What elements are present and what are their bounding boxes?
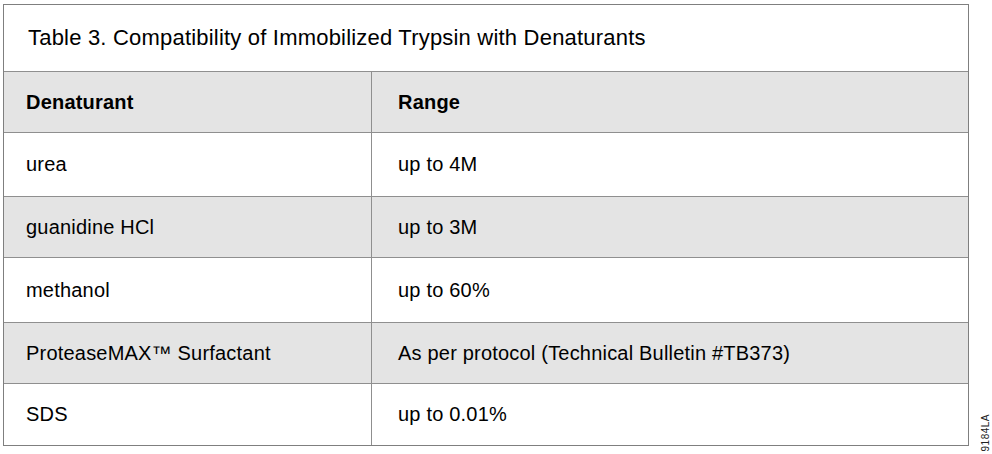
column-header-denaturant: Denaturant xyxy=(4,72,372,132)
cell-range: up to 0.01% xyxy=(372,384,968,445)
figure-code-label: 9184LA xyxy=(980,414,991,451)
table-row: ProteaseMAX™ Surfactant As per protocol … xyxy=(4,322,968,383)
cell-range: up to 4M xyxy=(372,133,968,196)
cell-range: As per protocol (Technical Bulletin #TB3… xyxy=(372,323,968,383)
table-row: urea up to 4M xyxy=(4,132,968,196)
cell-denaturant: methanol xyxy=(4,258,372,322)
compatibility-table: Table 3. Compatibility of Immobilized Tr… xyxy=(3,4,969,446)
cell-denaturant: guanidine HCl xyxy=(4,197,372,257)
cell-range: up to 60% xyxy=(372,258,968,322)
cell-denaturant: SDS xyxy=(4,384,372,445)
cell-range: up to 3M xyxy=(372,197,968,257)
table-row: guanidine HCl up to 3M xyxy=(4,196,968,257)
cell-denaturant: urea xyxy=(4,133,372,196)
table-title: Table 3. Compatibility of Immobilized Tr… xyxy=(4,5,968,71)
cell-denaturant: ProteaseMAX™ Surfactant xyxy=(4,323,372,383)
column-header-range: Range xyxy=(372,72,968,132)
table-row: SDS up to 0.01% xyxy=(4,383,968,445)
table-grid: Denaturant Range urea up to 4M guanidine… xyxy=(4,71,968,445)
table-row: methanol up to 60% xyxy=(4,257,968,322)
table-header-row: Denaturant Range xyxy=(4,71,968,132)
